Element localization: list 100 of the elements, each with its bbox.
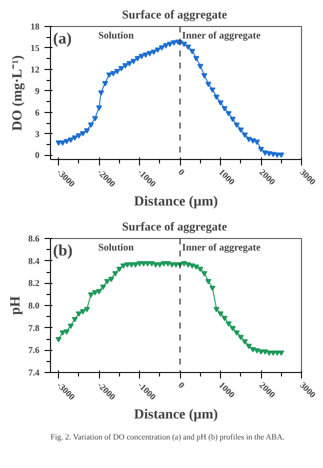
point	[189, 263, 196, 269]
point	[116, 266, 122, 272]
point	[150, 50, 157, 55]
point	[122, 63, 128, 68]
x-axis-title: Distance (µm)	[134, 194, 218, 210]
point	[222, 316, 228, 322]
x-axis-title: Distance (µm)	[134, 408, 218, 423]
point	[193, 56, 200, 62]
point	[189, 48, 196, 54]
point	[197, 266, 204, 272]
y-tick-label: 0	[35, 150, 40, 160]
caption: Fig. 2. Variation of DO concentration (a) and pH (b) profiles in the ABA.	[50, 432, 285, 442]
point	[258, 146, 264, 152]
point	[112, 271, 118, 277]
point	[242, 339, 248, 345]
point	[246, 344, 252, 350]
ref-line-label: Surface of aggregate	[122, 220, 228, 234]
y-tick-label: 18	[30, 22, 40, 32]
y-tick-label: 9	[35, 86, 40, 96]
point	[130, 58, 136, 64]
point	[76, 133, 82, 139]
y-tick-label: 3	[35, 128, 40, 139]
y-tick-label: 8.4	[28, 256, 40, 266]
point	[164, 261, 171, 266]
point	[238, 128, 244, 133]
point	[102, 81, 108, 86]
point	[226, 321, 232, 327]
annotation: Solution	[98, 30, 134, 42]
point	[64, 138, 70, 144]
x-tick-label: 0	[176, 380, 188, 391]
annotation: (a)	[53, 30, 72, 48]
annotation: Inner of aggregate	[182, 30, 262, 42]
point	[218, 100, 224, 106]
point	[100, 284, 106, 290]
point	[118, 66, 124, 72]
point	[262, 349, 268, 355]
point	[181, 42, 188, 48]
x-tick-label: 0	[176, 166, 188, 178]
point	[218, 311, 224, 317]
point	[64, 329, 70, 335]
ref-line-label: Surface of aggregate	[122, 8, 228, 22]
point	[238, 334, 244, 340]
point	[230, 326, 236, 332]
x-tick-label: 1000	[216, 166, 238, 188]
point	[222, 106, 228, 112]
point	[68, 324, 74, 329]
point	[72, 316, 78, 322]
point	[146, 51, 153, 56]
point	[88, 292, 94, 298]
point	[197, 64, 204, 70]
point	[266, 151, 272, 156]
point	[148, 261, 155, 266]
point	[106, 72, 112, 78]
y-tick-label: 7.8	[28, 322, 40, 333]
annotation: Inner of aggregate	[182, 242, 262, 254]
point	[226, 111, 232, 116]
point	[213, 94, 220, 100]
point	[120, 263, 126, 269]
point	[96, 289, 102, 294]
point	[98, 90, 104, 96]
y-axis-title: pH	[8, 296, 24, 315]
y-tick-label: 8.0	[28, 300, 40, 310]
annotation: (b)	[53, 242, 73, 260]
point	[209, 87, 216, 93]
point	[234, 330, 240, 336]
point	[162, 43, 169, 48]
point	[126, 61, 132, 66]
point	[144, 261, 151, 266]
point	[230, 116, 236, 122]
point	[166, 42, 173, 48]
y-tick-label: 7.4	[28, 368, 40, 378]
point	[185, 262, 192, 268]
point	[246, 136, 252, 142]
point	[84, 306, 90, 312]
point	[56, 337, 62, 342]
point	[193, 264, 200, 270]
point	[234, 122, 240, 128]
point	[242, 132, 248, 138]
annotation: Solution	[98, 242, 134, 254]
point	[80, 131, 86, 136]
y-tick-label: 8.6	[28, 234, 40, 244]
point	[156, 262, 163, 268]
point	[201, 271, 208, 277]
point	[209, 286, 216, 292]
point	[250, 347, 256, 352]
point	[181, 261, 188, 266]
point	[68, 138, 74, 143]
point	[76, 311, 82, 317]
point	[84, 128, 90, 134]
y-tick-label: 12	[30, 64, 40, 74]
y-axis-title: DO (mg·L⁻¹)	[10, 54, 26, 131]
y-tick-label: 7.6	[28, 345, 40, 356]
point	[170, 40, 177, 46]
point	[158, 45, 165, 51]
point	[104, 278, 110, 284]
point	[205, 278, 212, 284]
point	[185, 44, 192, 50]
point	[110, 71, 116, 76]
point	[92, 116, 98, 122]
point	[201, 73, 208, 79]
